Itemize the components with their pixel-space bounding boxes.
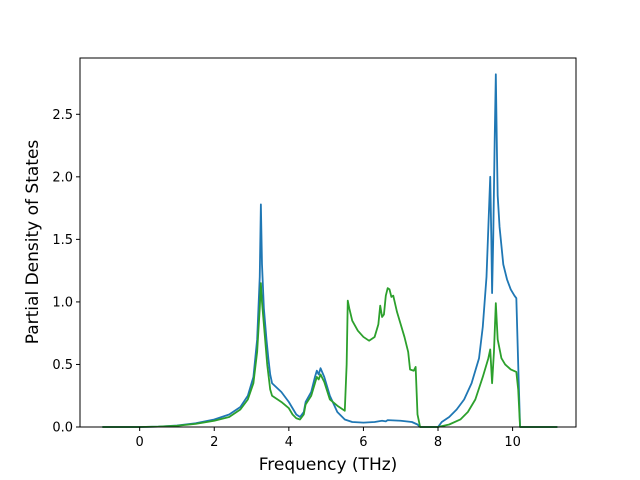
x-tick-label: 4 xyxy=(285,435,293,450)
plot-frame xyxy=(79,57,577,428)
y-tick-label: 1.5 xyxy=(52,233,73,248)
x-tick-label: 8 xyxy=(434,435,442,450)
x-tick-label: 0 xyxy=(136,435,144,450)
x-axis-title: Frequency (THz) xyxy=(259,455,398,475)
x-axis-ticks: 0 2 4 6 8 10 xyxy=(136,427,521,450)
y-axis-title: Partial Density of States xyxy=(23,140,43,345)
y-tick-label: 0.5 xyxy=(52,358,73,373)
x-tick-label: 10 xyxy=(504,435,521,450)
series-line-1 xyxy=(102,282,558,428)
y-tick-label: 0.0 xyxy=(52,421,73,436)
y-axis-ticks: 0.0 0.5 1.0 1.5 2.0 2.5 xyxy=(52,108,80,436)
x-tick-label: 2 xyxy=(210,435,218,450)
series-lines xyxy=(102,73,558,428)
y-tick-label: 2.5 xyxy=(52,108,73,123)
y-tick-label: 2.0 xyxy=(52,170,73,185)
series-line-0 xyxy=(102,73,558,428)
x-tick-label: 6 xyxy=(359,435,367,450)
y-tick-label: 1.0 xyxy=(52,295,73,310)
